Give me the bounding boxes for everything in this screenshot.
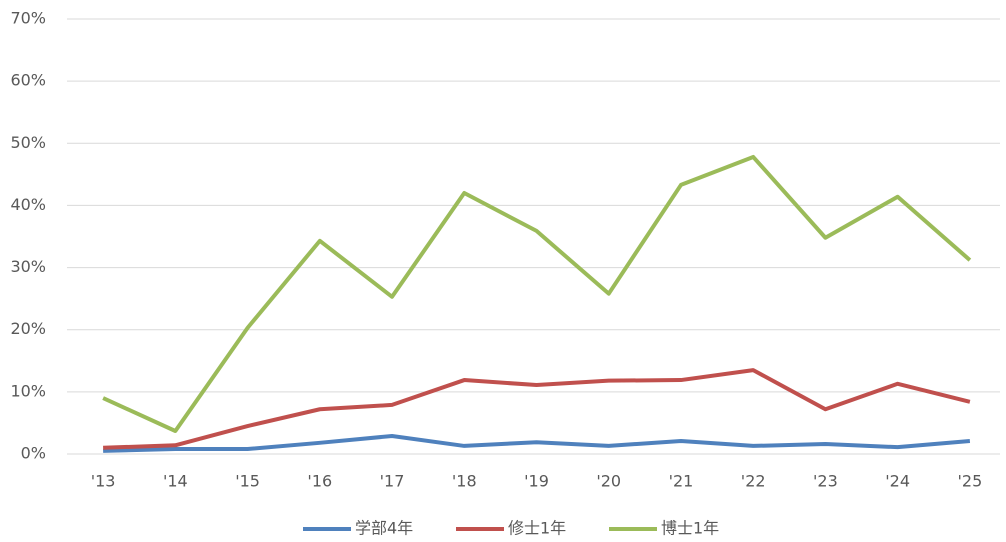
x-tick-label: '17 (380, 472, 405, 491)
y-tick-label: 50% (10, 133, 46, 152)
x-tick-label: '13 (91, 472, 116, 491)
y-tick-label: 40% (10, 195, 46, 214)
legend-label: 修士1年 (508, 519, 566, 538)
y-tick-label: 60% (10, 71, 46, 90)
y-tick-label: 0% (21, 444, 46, 463)
x-tick-label: '25 (958, 472, 983, 491)
x-tick-label: '23 (813, 472, 838, 491)
x-tick-label: '19 (524, 472, 549, 491)
y-tick-label: 70% (10, 9, 46, 28)
x-tick-label: '24 (885, 472, 910, 491)
y-tick-label: 20% (10, 319, 46, 338)
y-tick-label: 30% (10, 257, 46, 276)
x-tick-label: '20 (596, 472, 621, 491)
y-tick-label: 10% (10, 381, 46, 400)
x-tick-label: '16 (307, 472, 332, 491)
x-tick-label: '18 (452, 472, 477, 491)
legend-label: 学部4年 (355, 519, 413, 538)
x-tick-label: '15 (235, 472, 260, 491)
x-tick-label: '14 (163, 472, 188, 491)
x-tick-label: '21 (669, 472, 694, 491)
series-line (103, 433, 971, 453)
series-line (102, 154, 972, 434)
x-tick-label: '22 (741, 472, 766, 491)
series-line (103, 368, 971, 450)
legend-label: 博士1年 (661, 519, 719, 538)
